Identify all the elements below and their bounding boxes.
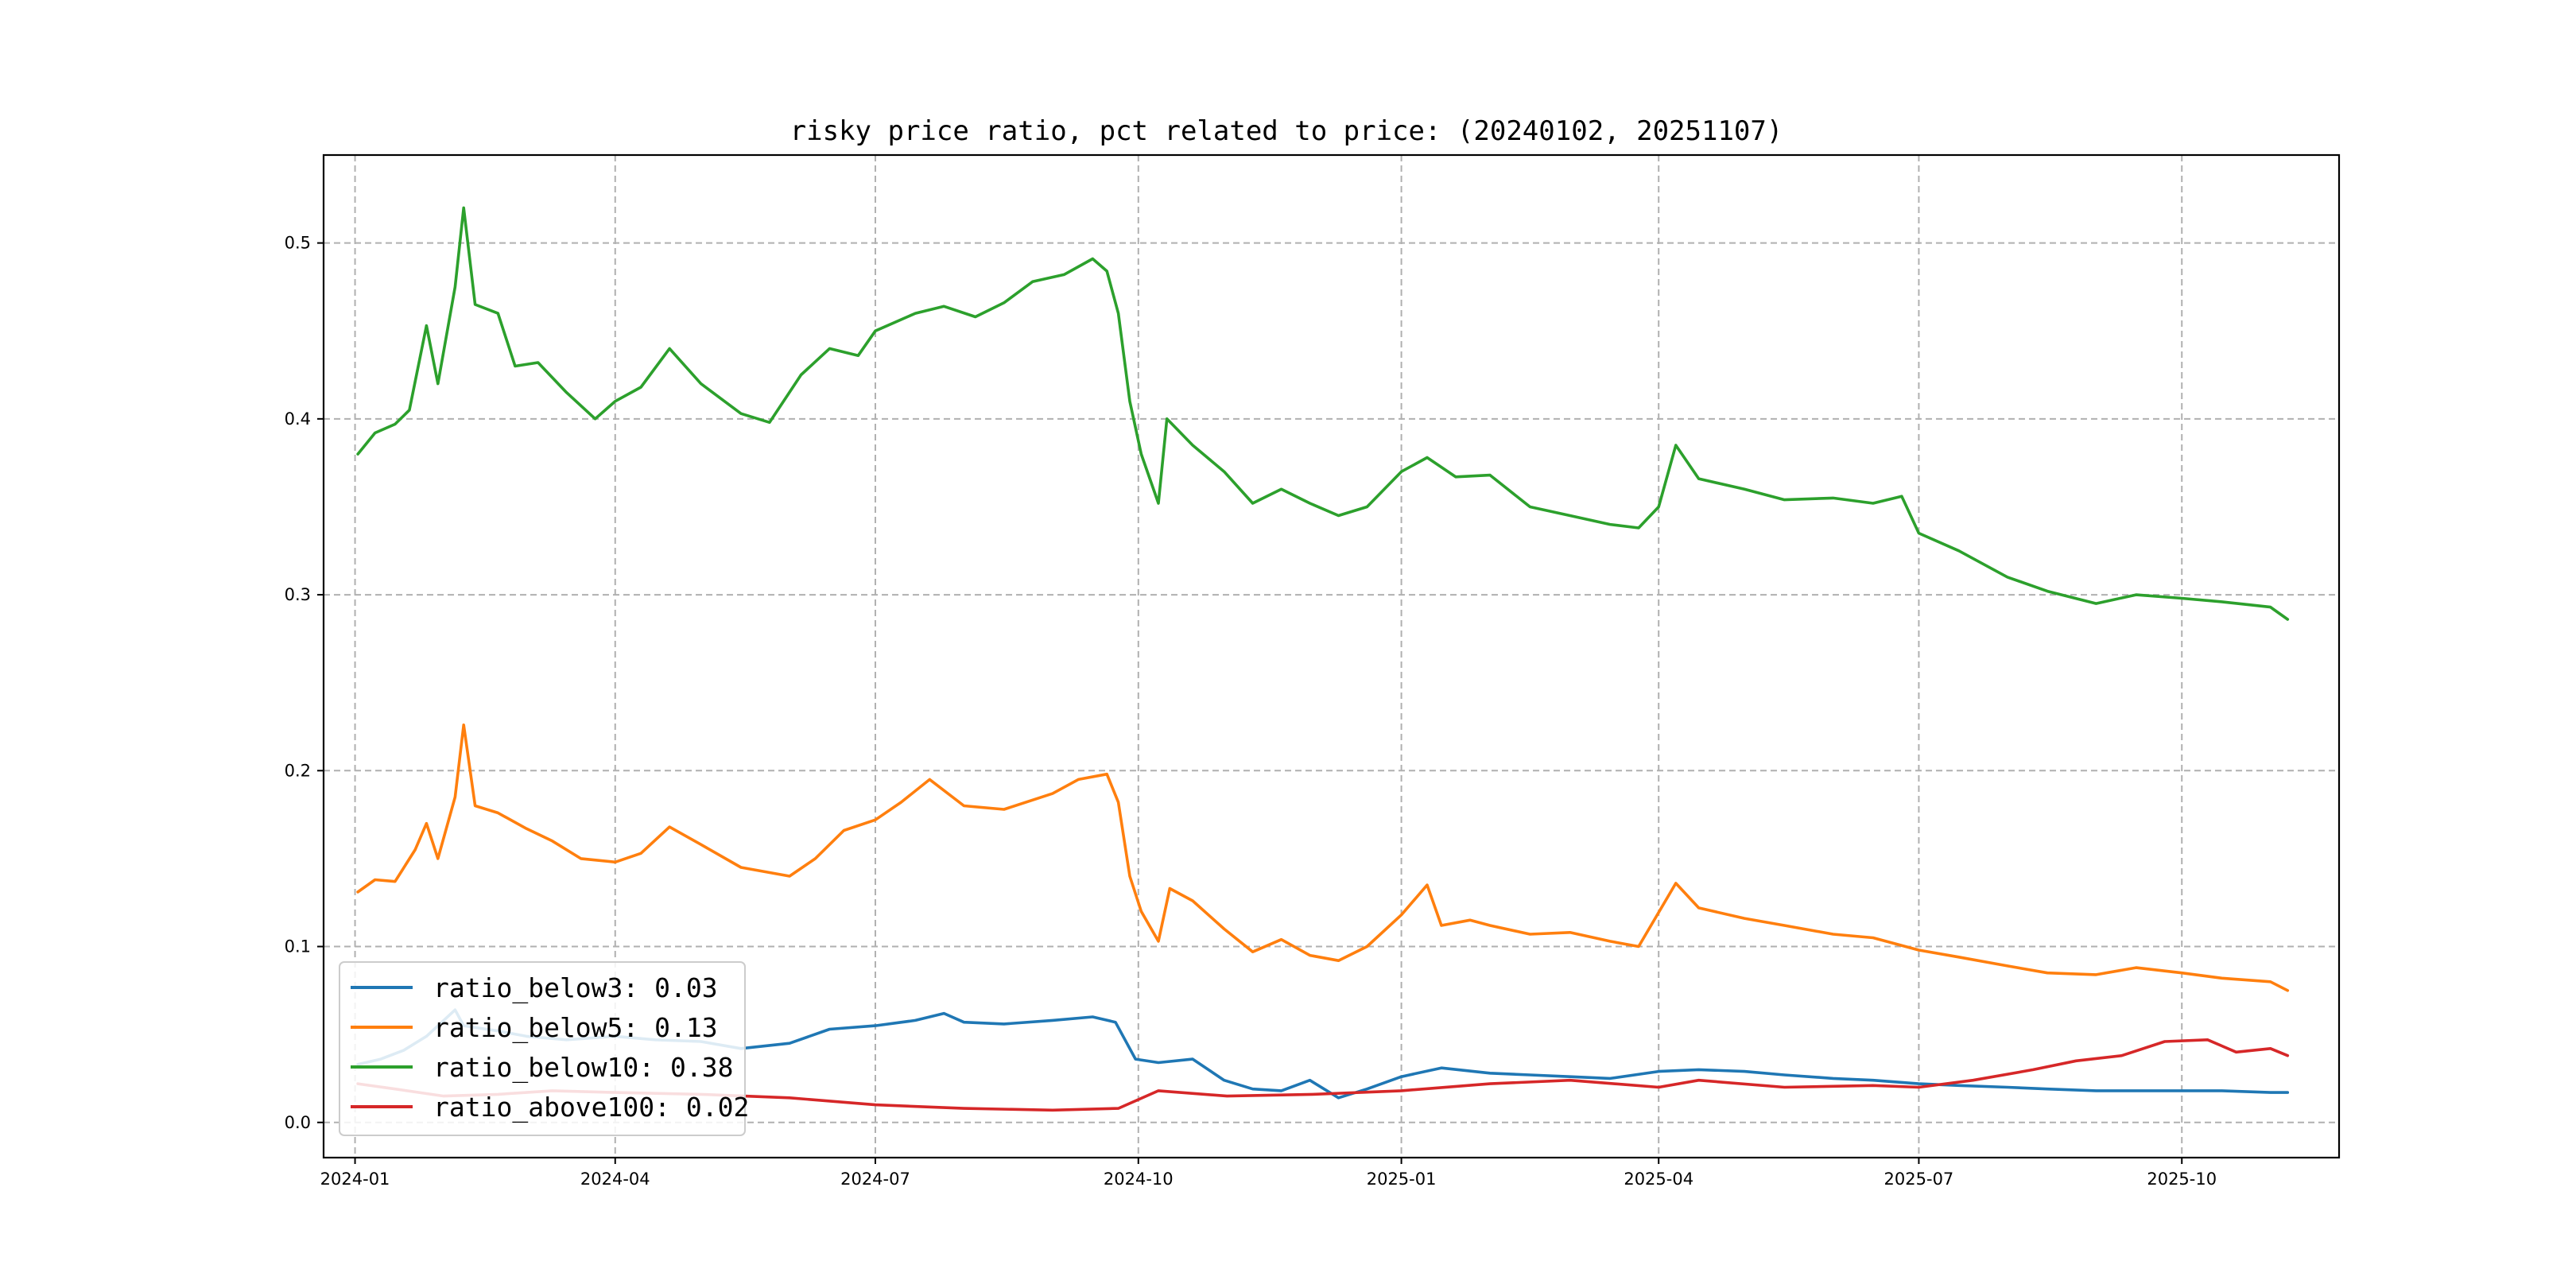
- plot-area-frame: [322, 153, 2341, 1159]
- x-tick-label: 2024-07: [840, 1170, 910, 1189]
- y-tick-label: 0.3: [285, 585, 311, 604]
- legend-label: ratio_below10: 0.38: [433, 1052, 734, 1084]
- x-tick-label: 2025-04: [1624, 1170, 1693, 1189]
- x-tick-label: 2025-07: [1884, 1170, 1954, 1189]
- series-line-ratio-below5: [356, 724, 2290, 992]
- y-tick-label: 0.4: [285, 409, 311, 429]
- legend-label: ratio_below3: 0.03: [433, 972, 718, 1004]
- x-tick-label: 2024-01: [320, 1170, 390, 1189]
- y-tick-label: 0.0: [285, 1113, 311, 1132]
- x-axis: 2024-01 2024-04 2024-07 2024-10 2025-01 2025-…: [320, 1158, 2217, 1189]
- y-tick-label: 0.2: [285, 761, 311, 780]
- y-tick-label: 0.1: [285, 937, 311, 956]
- legend-box: [339, 961, 746, 1136]
- legend-label: ratio_above100: 0.02: [433, 1092, 749, 1123]
- y-tick-label: 0.5: [285, 234, 311, 253]
- chart-title: risky price ratio, pct related to price:…: [790, 115, 1783, 147]
- legend: ratio_below3: 0.03 ratio_below5: 0.13 rati…: [339, 961, 749, 1136]
- grid: [324, 155, 2339, 1158]
- series-line-ratio-below10: [356, 206, 2290, 621]
- legend-label: ratio_below5: 0.13: [433, 1012, 718, 1044]
- x-tick-label: 2024-04: [580, 1170, 650, 1189]
- y-axis: 0.0 0.1 0.2 0.3 0.4 0.5: [285, 234, 324, 1132]
- x-tick-label: 2025-10: [2147, 1170, 2217, 1189]
- x-tick-label: 2024-10: [1104, 1170, 1174, 1189]
- x-tick-label: 2025-01: [1367, 1170, 1437, 1189]
